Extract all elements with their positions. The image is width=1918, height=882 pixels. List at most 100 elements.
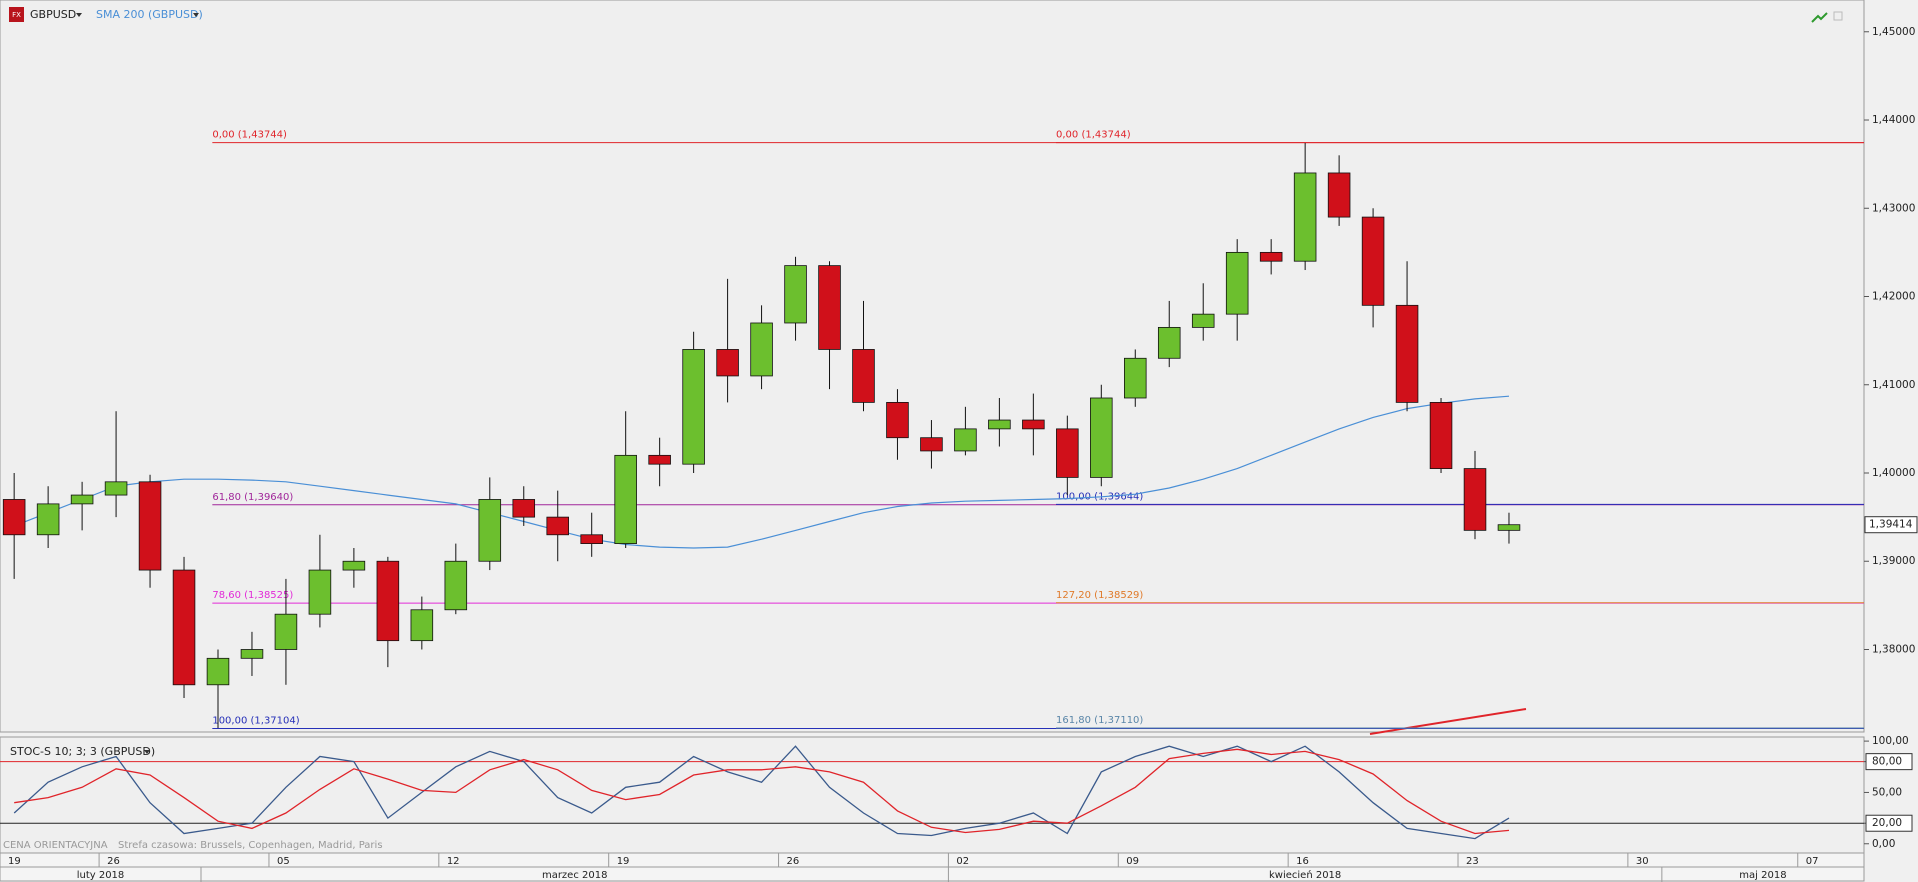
candle-body [172, 569, 196, 686]
candle-body [614, 454, 637, 544]
candle-body [1259, 251, 1283, 262]
candle-body [580, 534, 603, 544]
candle-body [240, 649, 264, 659]
candle-body [410, 609, 434, 642]
trend-line [1369, 708, 1527, 735]
level-box [1865, 753, 1913, 771]
x-tick-label: 16 [1296, 856, 1309, 867]
y-tick-label: 1,45000 [1872, 26, 1915, 38]
candle-body [546, 516, 569, 536]
x-tick-label: 30 [1636, 856, 1649, 867]
candle-body [308, 569, 332, 615]
month-label: kwiecień 2018 [1269, 869, 1341, 881]
candle-body [512, 499, 536, 518]
candle-body [784, 265, 807, 324]
last-price: 1,39414 [1869, 519, 1913, 531]
fib-label: 161,80 (1,37110) [1056, 715, 1143, 726]
window-icon[interactable] [1833, 11, 1843, 21]
candle-body [70, 494, 94, 505]
candle-body [1022, 419, 1045, 430]
dropdown[interactable] [144, 750, 150, 754]
month-label: marzec 2018 [542, 870, 608, 881]
candle-body [104, 481, 128, 496]
candle-body [206, 657, 230, 686]
indicator-name[interactable]: SMA 200 (GBPUSD) [96, 8, 203, 21]
fib-label: 78,60 (1,38525) [212, 590, 293, 601]
x-tick-label: 26 [787, 856, 800, 867]
candle-body [1225, 251, 1249, 315]
series-line [13, 745, 1510, 840]
candle-body [1361, 216, 1385, 306]
candle-body [716, 349, 739, 377]
level-box [1865, 814, 1913, 832]
candle-body [1157, 326, 1181, 359]
x-tick-label: 19 [8, 856, 21, 867]
candle-body [920, 437, 943, 452]
candle-body [1056, 428, 1079, 478]
x-tick-label: 26 [107, 856, 120, 867]
candle-body [988, 419, 1011, 430]
candle-body [2, 499, 26, 536]
candle-body [444, 560, 468, 611]
y-tick-label: 50,00 [1872, 786, 1902, 798]
candle-body [478, 499, 502, 562]
month-label: maj 2018 [1739, 870, 1786, 881]
series-line [14, 748, 1510, 835]
candle-body [1327, 172, 1351, 218]
x-tick-label: 09 [1126, 856, 1139, 867]
y-tick-label: 80,00 [1872, 756, 1902, 768]
candle-body [1429, 402, 1453, 469]
candle-body [1090, 397, 1113, 478]
month-label: luty 2018 [77, 870, 125, 881]
candle-body [852, 349, 875, 403]
candle-body [36, 503, 60, 536]
candle-body [682, 349, 705, 465]
stoch-panel [0, 736, 1865, 854]
candle-body [818, 265, 841, 350]
fib-label: 100,00 (1,37104) [212, 716, 299, 727]
candle-body [750, 322, 773, 377]
candle-body [1293, 172, 1317, 262]
y-tick-label: 1,43000 [1872, 202, 1915, 214]
candle-body [954, 428, 977, 452]
candle-body [1463, 468, 1487, 531]
candle-body [1124, 357, 1147, 399]
trend-icon[interactable] [1811, 12, 1828, 23]
y-tick-label: 1,39000 [1872, 555, 1915, 567]
fib-label: 61,80 (1,39640) [212, 492, 293, 503]
dropdown[interactable] [76, 13, 82, 17]
note: CENA ORIENTACYJNA [3, 840, 108, 851]
symbol[interactable]: GBPUSD [30, 8, 76, 21]
fx-icon-text: FX [12, 11, 21, 19]
x-tick-label: 12 [447, 856, 460, 867]
note: Strefa czasowa: Brussels, Copenhagen, Ma… [118, 840, 383, 851]
y-tick-label: 100,00 [1872, 735, 1909, 747]
dropdown[interactable] [193, 13, 199, 17]
candle-body [342, 560, 366, 571]
fib-label: 0,00 (1,43744) [1056, 130, 1131, 141]
x-tick-label: 23 [1466, 856, 1479, 867]
y-tick-label: 1,41000 [1872, 379, 1915, 391]
candle-body [1395, 304, 1419, 403]
candle-body [648, 454, 671, 465]
x-tick-label: 07 [1806, 856, 1819, 867]
y-tick-label: 0,00 [1872, 838, 1895, 850]
fib-label: 0,00 (1,43744) [212, 130, 287, 141]
candle-body [1191, 313, 1215, 328]
x-tick-label: 05 [277, 856, 290, 867]
y-tick-label: 1,44000 [1872, 114, 1915, 126]
series-line [13, 395, 1510, 549]
candle-body [886, 402, 909, 439]
fx-icon[interactable] [9, 7, 24, 22]
y-tick-label: 20,00 [1872, 817, 1902, 829]
x-tick-label: 02 [956, 856, 969, 867]
last-price-box [1864, 516, 1918, 534]
stoch-title: STOC-S 10; 3; 3 (GBPUSD) [10, 745, 155, 758]
candle-body [1497, 524, 1521, 531]
y-tick-label: 1,38000 [1872, 643, 1915, 655]
candle-body [376, 560, 400, 642]
fib-label: 127,20 (1,38529) [1056, 590, 1143, 601]
y-tick-label: 1,40000 [1872, 467, 1915, 479]
